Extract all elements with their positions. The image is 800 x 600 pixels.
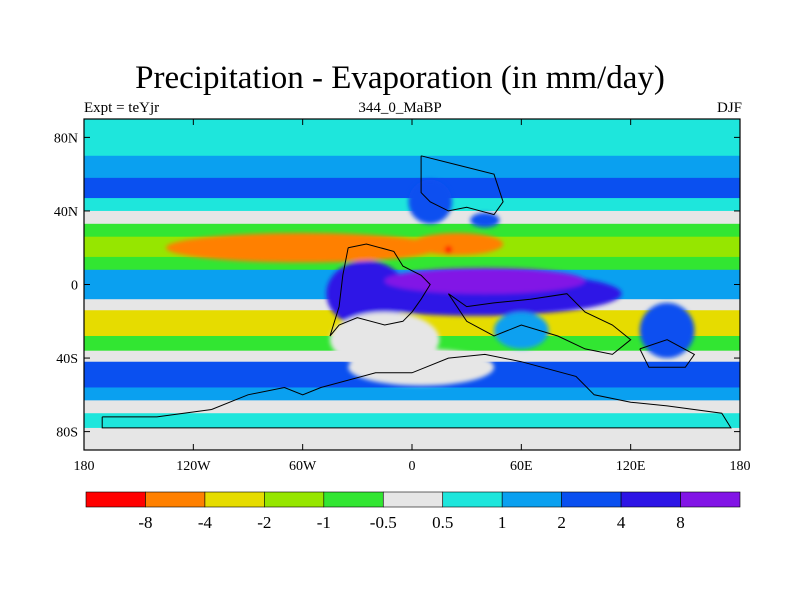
field-feature [470,212,500,228]
x-tick-label: 120W [176,459,211,474]
coastline [639,339,696,368]
colorbar-swatch [382,491,444,508]
colorbar-label: -2 [257,513,271,532]
colorbar-label: 0.5 [432,513,453,532]
field-feature [326,260,407,327]
colorbar-label: 2 [557,513,566,532]
zonal-band [84,223,740,238]
zonal-band [84,400,740,414]
colorbar-label: 8 [676,513,685,532]
field-feature [412,233,504,256]
x-tick-label: 60W [289,459,317,474]
x-tick-label: 180 [74,459,95,474]
coastline [329,243,431,337]
x-tick-label: 60E [510,459,533,474]
colorbar-label: 1 [498,513,507,532]
coastline [420,155,504,216]
colorbar-label: -1 [317,513,331,532]
data-field [84,119,740,450]
experiment-label: Expt = teYjr [84,100,160,116]
zonal-band [84,256,740,271]
coastline [447,293,632,355]
colorbar: -8 -4 -2 -1 -0.5 0.5 1 2 4 8 [85,491,741,532]
colorbar-swatch [204,491,265,508]
y-tick-label: 40S [56,352,78,367]
colorbar-swatch [264,491,325,508]
field-feature [493,312,549,349]
zonal-band [84,427,740,450]
y-tick-label: 40N [54,205,78,220]
colorbar-swatch [145,491,206,508]
x-tick-label: 0 [409,459,416,474]
colorbar-label: -4 [198,513,213,532]
colorbar-swatch [442,491,503,508]
x-tick-label: 180 [730,459,751,474]
zonal-band [84,387,740,401]
field-feature [444,245,453,254]
zonal-band [84,177,740,199]
y-tick-label: 80S [56,426,78,441]
colorbar-label: 4 [617,513,626,532]
time-label: 344_0_MaBP [358,100,442,116]
field-feature [165,233,440,263]
chart-title: Precipitation - Evaporation (in mm/day) [135,60,665,96]
season-label: DJF [716,100,742,116]
colorbar-label: -0.5 [370,513,397,532]
coastline [101,353,732,429]
colorbar-swatch [680,491,741,508]
land-outlines [101,155,732,429]
colorbar-swatch [620,491,681,508]
field-feature [384,267,586,294]
field-feature [330,312,440,368]
y-tick-label: 0 [71,279,78,294]
colorbar-swatch [501,491,562,508]
zonal-band [84,155,740,179]
zonal-band [84,119,740,157]
axes: 180 120W 60W 0 60E 120E 180 80N 40N 0 40S 80S [54,119,751,474]
colorbar-swatch [323,491,384,508]
zonal-band [84,413,740,429]
y-tick-label: 80N [54,131,78,146]
zonal-band [84,210,740,225]
colorbar-swatch [85,491,146,508]
colorbar-label: -8 [138,513,152,532]
colorbar-swatch [561,491,622,508]
x-tick-label: 120E [616,459,646,474]
